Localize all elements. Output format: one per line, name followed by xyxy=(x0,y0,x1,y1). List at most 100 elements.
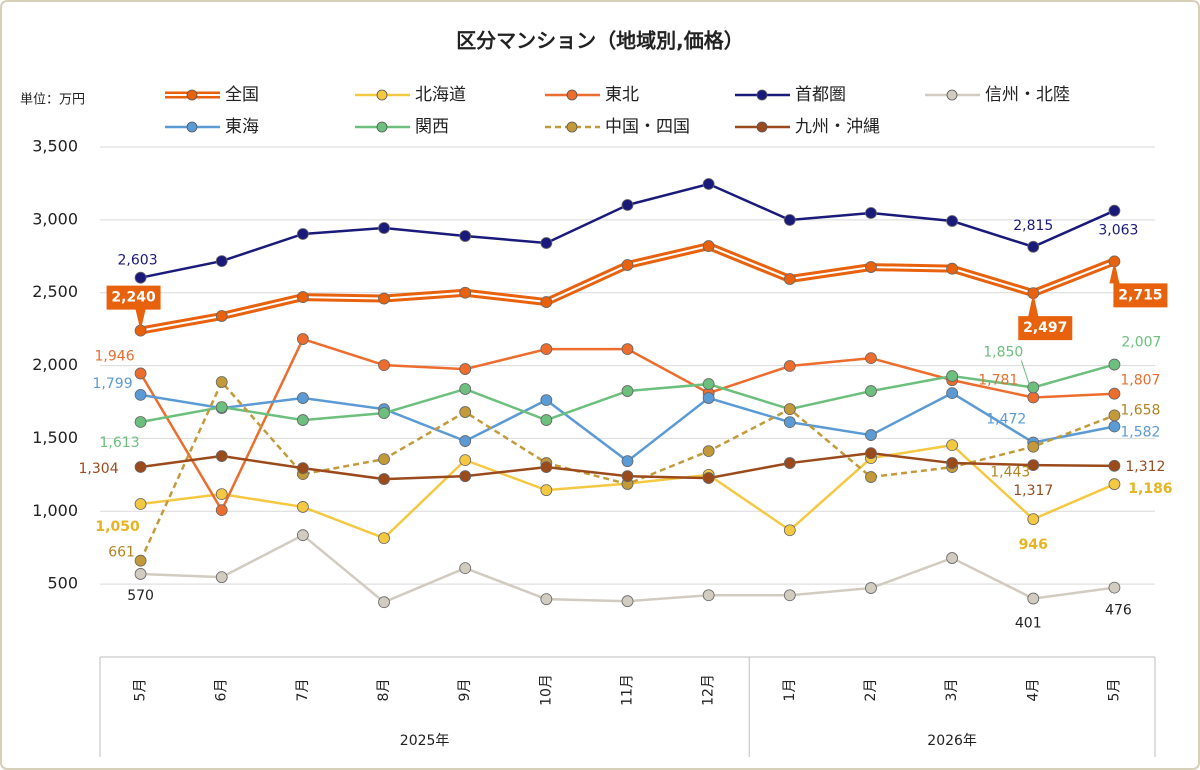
point xyxy=(215,571,228,584)
point xyxy=(459,454,472,467)
legend-label: 中国・四国 xyxy=(605,117,690,137)
data-label: 1,799 xyxy=(93,376,133,392)
point xyxy=(1108,581,1121,594)
point xyxy=(215,255,228,267)
point xyxy=(215,310,228,322)
point xyxy=(215,376,228,388)
label-callout xyxy=(106,285,161,331)
point xyxy=(540,414,553,426)
x-tick-label: 4月 xyxy=(1025,679,1041,702)
x-tick-label: 11月 xyxy=(620,674,636,706)
legend-marker xyxy=(756,121,768,133)
point xyxy=(865,582,877,594)
point xyxy=(702,378,715,390)
point xyxy=(296,291,309,303)
point xyxy=(783,403,796,416)
point xyxy=(296,462,309,475)
point xyxy=(946,552,959,564)
data-label: 1,658 xyxy=(1120,402,1160,418)
data-label: 661 xyxy=(108,545,135,561)
point xyxy=(783,360,796,372)
data-label: 1,472 xyxy=(986,412,1026,428)
point xyxy=(378,359,390,372)
data-label: 1,317 xyxy=(1013,483,1053,499)
data-label: 2,497 xyxy=(1023,320,1067,336)
point xyxy=(865,447,877,460)
point xyxy=(459,286,472,299)
point xyxy=(459,406,472,418)
point xyxy=(865,261,877,273)
point xyxy=(783,214,796,226)
data-label: 2,240 xyxy=(111,290,156,306)
point xyxy=(296,414,309,426)
point xyxy=(540,593,553,606)
legend-marker xyxy=(376,89,388,101)
legend-label: 関西 xyxy=(415,117,449,137)
point xyxy=(865,429,877,441)
point xyxy=(621,199,634,211)
chart-title: 区分マンション（地域別,価格） xyxy=(456,29,744,53)
point xyxy=(621,455,634,468)
legend-label: 東海 xyxy=(225,117,259,137)
point xyxy=(296,392,309,404)
point xyxy=(540,296,553,308)
point xyxy=(783,589,796,602)
data-label: 3,063 xyxy=(1098,223,1138,239)
data-label: 2,007 xyxy=(1121,335,1161,351)
point xyxy=(783,457,796,469)
data-label: 1,613 xyxy=(100,435,140,451)
point xyxy=(865,471,877,483)
point xyxy=(1108,478,1121,491)
y-tick-label: 500 xyxy=(47,574,78,593)
point xyxy=(1108,204,1121,217)
data-label: 1,582 xyxy=(1120,424,1160,440)
leader-line xyxy=(1020,360,1030,385)
point xyxy=(865,207,877,219)
x-tick-label: 12月 xyxy=(701,674,717,706)
data-label: 1,312 xyxy=(1125,459,1165,475)
point xyxy=(946,215,959,227)
series xyxy=(134,529,1121,609)
point xyxy=(215,488,228,500)
data-label: 476 xyxy=(1105,603,1132,619)
point xyxy=(946,457,959,469)
point xyxy=(946,262,959,275)
point xyxy=(378,532,390,544)
point xyxy=(1108,409,1121,422)
point xyxy=(459,230,472,242)
data-label: 1,050 xyxy=(95,519,140,535)
point xyxy=(134,367,147,380)
legend-label: 首都圏 xyxy=(795,85,846,105)
point xyxy=(459,363,472,375)
point xyxy=(296,529,309,542)
point xyxy=(540,461,553,474)
series xyxy=(134,178,1121,284)
point xyxy=(378,453,390,466)
point xyxy=(946,439,959,452)
x-tick-label: 2月 xyxy=(863,679,879,702)
point xyxy=(540,237,553,249)
data-label: 401 xyxy=(1015,616,1042,632)
legend-item: 中国・四国 xyxy=(545,117,690,137)
data-label: 1,443 xyxy=(990,465,1030,481)
data-label: 1,304 xyxy=(79,461,119,477)
legend-item: 信州・北陸 xyxy=(925,85,1070,105)
point xyxy=(1027,240,1040,253)
x-tick-label: 6月 xyxy=(214,679,230,702)
point xyxy=(459,562,472,575)
point xyxy=(702,392,715,404)
point xyxy=(540,343,553,356)
legend-marker xyxy=(756,89,768,101)
x-tick-label: 3月 xyxy=(944,679,960,702)
legend-label: 北海道 xyxy=(415,85,466,105)
legend-marker xyxy=(566,121,578,133)
point xyxy=(215,450,228,462)
x-tick-label: 10月 xyxy=(538,674,554,706)
point xyxy=(702,240,715,252)
point xyxy=(702,445,715,458)
legend-item: 関西 xyxy=(355,117,449,137)
series xyxy=(134,447,1121,485)
point xyxy=(621,470,634,483)
y-tick-label: 2,000 xyxy=(32,355,78,374)
point xyxy=(134,498,147,510)
